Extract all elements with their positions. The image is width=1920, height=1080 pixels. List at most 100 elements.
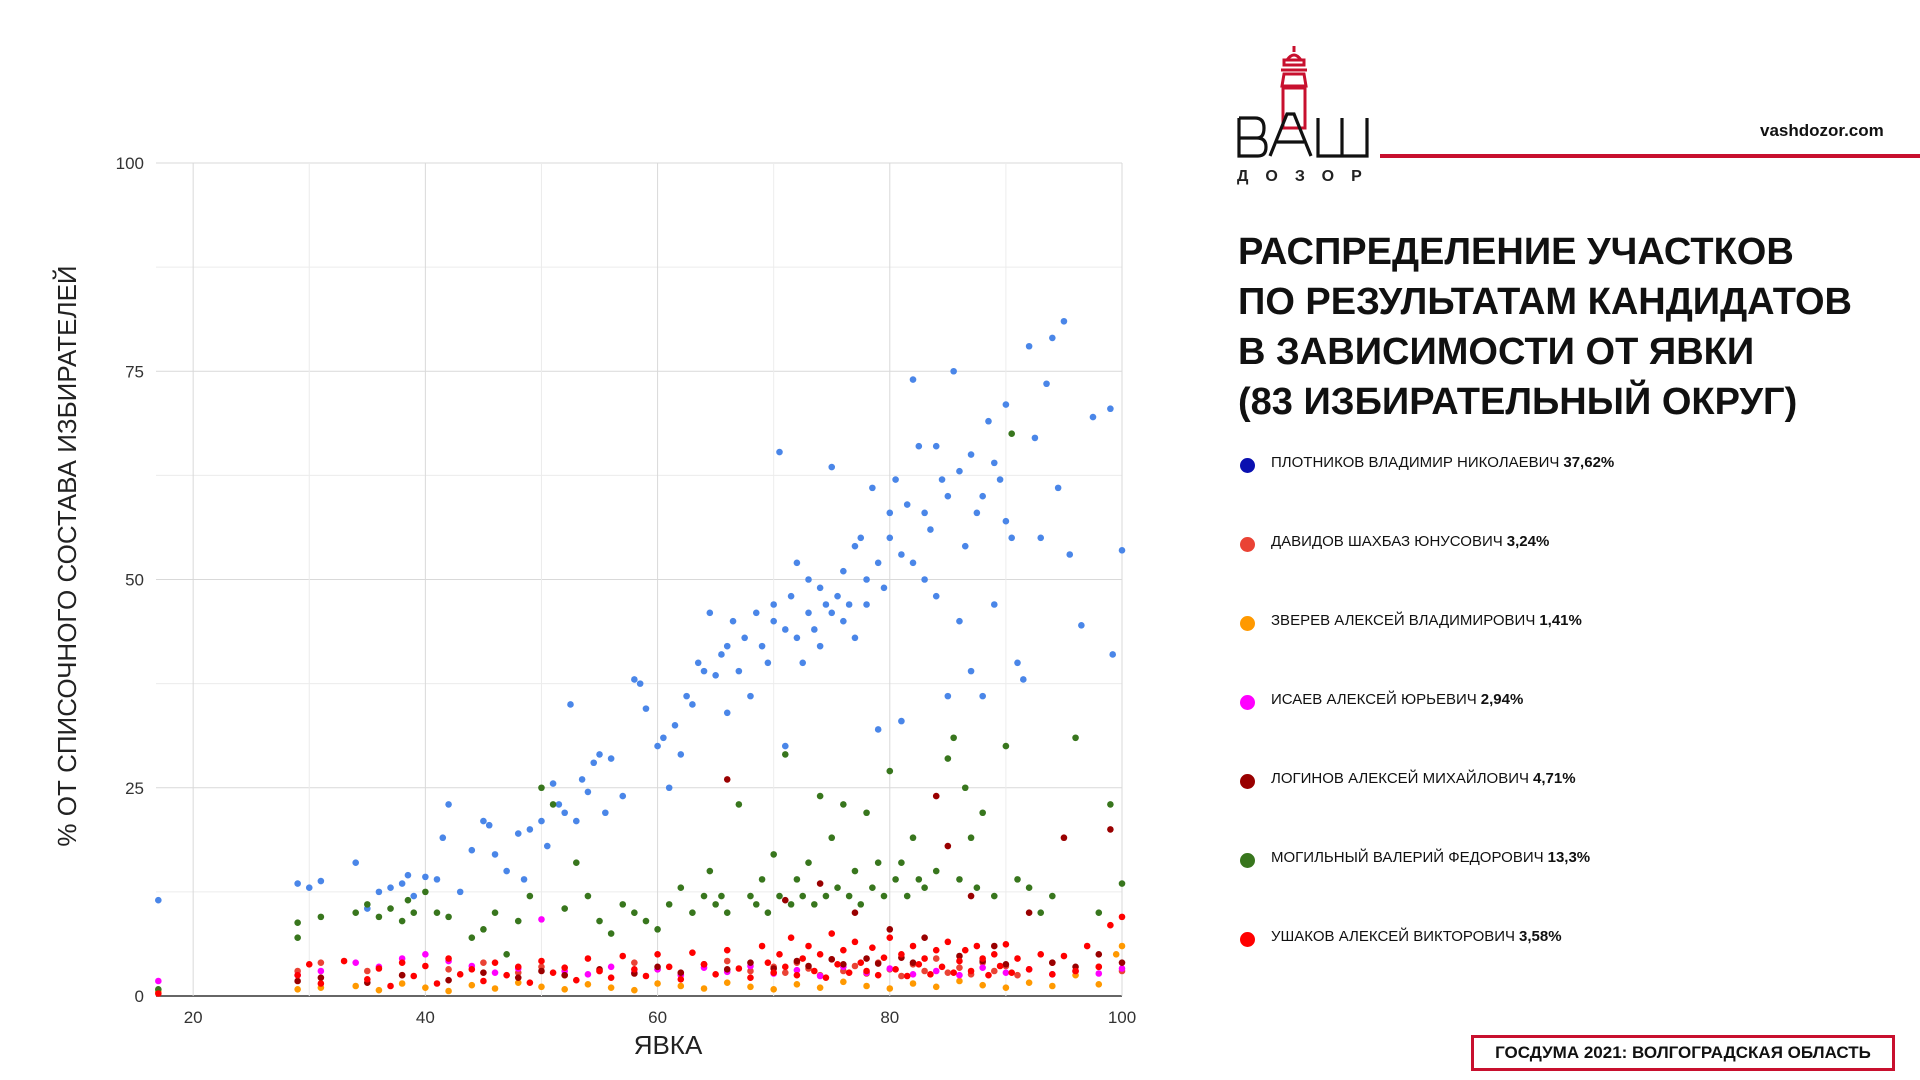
- scatter-point: [631, 676, 638, 683]
- scatter-point: [956, 957, 963, 965]
- chart-points: [155, 317, 1126, 997]
- scatter-point: [921, 967, 928, 975]
- scatter-point: [654, 963, 661, 971]
- scatter-point: [561, 905, 568, 912]
- scatter-point: [1049, 334, 1056, 342]
- scatter-point: [1112, 951, 1120, 958]
- scatter-point: [514, 830, 522, 837]
- scatter-point: [927, 971, 934, 978]
- scatter-point: [607, 930, 615, 937]
- scatter-point: [1008, 969, 1015, 976]
- scatter-point: [723, 966, 731, 973]
- y-tick-label: 0: [135, 987, 144, 1006]
- scatter-point: [996, 476, 1004, 483]
- scatter-point: [433, 980, 441, 987]
- scatter-point: [845, 892, 853, 900]
- legend-percent: 4,71%: [1533, 770, 1576, 787]
- scatter-point: [294, 934, 301, 941]
- scatter-point: [1095, 981, 1103, 988]
- scatter-point: [869, 944, 876, 951]
- scatter-point: [1037, 534, 1045, 542]
- scatter-point: [874, 726, 882, 733]
- scatter-point: [735, 965, 743, 972]
- scatter-point: [973, 884, 981, 892]
- scatter-point: [1060, 952, 1068, 960]
- scatter-point: [1025, 966, 1033, 973]
- scatter-point: [793, 971, 801, 979]
- scatter-point: [990, 459, 998, 467]
- scatter-point: [1089, 413, 1097, 421]
- scatter-point: [538, 957, 545, 965]
- scatter-point: [317, 967, 325, 975]
- scatter-point: [723, 979, 731, 986]
- scatter-point: [677, 982, 685, 990]
- scatter-point: [1118, 965, 1126, 972]
- scatter-point: [491, 985, 499, 992]
- scatter-point: [944, 938, 952, 946]
- scatter-point: [538, 784, 545, 792]
- scatter-point: [729, 617, 737, 625]
- scatter-point: [840, 801, 847, 808]
- scatter-point: [967, 892, 975, 900]
- scatter-point: [712, 671, 719, 679]
- scatter-point: [723, 642, 731, 650]
- scatter-point: [776, 448, 783, 456]
- scatter-point: [561, 964, 568, 971]
- scatter-point: [1118, 913, 1126, 921]
- legend-name: ДАВИДОВ ШАХБАЗ ЮНУСОВИЧ: [1271, 533, 1503, 550]
- scatter-point: [909, 971, 917, 978]
- scatter-point: [956, 617, 963, 625]
- legend-percent: 2,94%: [1480, 691, 1524, 708]
- scatter-point: [834, 961, 841, 968]
- scatter-point: [1037, 951, 1045, 958]
- scatter-point: [834, 592, 841, 600]
- y-tick-label: 25: [125, 779, 144, 798]
- scatter-point: [938, 476, 946, 483]
- scatter-point: [1109, 651, 1117, 658]
- scatter-point: [700, 961, 708, 968]
- scatter-point: [398, 959, 406, 966]
- scatter-point: [886, 509, 894, 517]
- site-link[interactable]: vashdozor.com: [1760, 121, 1884, 140]
- scatter-point: [956, 952, 963, 960]
- scatter-point: [1002, 742, 1010, 750]
- scatter-point: [607, 963, 615, 971]
- x-axis-title: ЯВКА: [634, 1030, 703, 1060]
- scatter-point: [793, 957, 801, 965]
- scatter-point: [375, 913, 383, 921]
- scatter-point: [1072, 734, 1079, 742]
- scatter-point: [1095, 963, 1103, 971]
- scatter-point: [932, 867, 940, 875]
- scatter-point: [816, 792, 824, 800]
- scatter-point: [921, 576, 928, 583]
- scatter-point: [898, 551, 905, 558]
- scatter-point: [723, 909, 731, 916]
- scatter-point: [514, 917, 522, 925]
- scatter-point: [840, 946, 847, 954]
- scatter-point: [387, 982, 394, 990]
- scatter-point: [642, 705, 650, 712]
- scatter-point: [874, 960, 882, 967]
- scatter-point: [863, 955, 870, 962]
- scatter-point: [631, 959, 638, 966]
- scatter-point: [712, 901, 719, 908]
- scatter-point: [689, 909, 696, 916]
- legend-dot: [1240, 695, 1255, 710]
- scatter-point: [985, 417, 992, 425]
- scatter-point: [689, 701, 696, 708]
- scatter-point: [840, 617, 847, 625]
- scatter-point: [770, 986, 777, 993]
- page-title: РАСПРЕДЕЛЕНИЕ УЧАСТКОВ ПО РЕЗУЛЬТАТАМ КА…: [1238, 227, 1898, 427]
- scatter-point: [799, 892, 807, 900]
- scatter-point: [886, 985, 894, 992]
- scatter-point: [932, 592, 940, 600]
- scatter-point: [596, 967, 603, 975]
- scatter-point: [439, 834, 447, 842]
- scatter-point: [990, 892, 998, 900]
- scatter-point: [979, 492, 986, 500]
- scatter-point: [671, 721, 679, 729]
- scatter-point: [317, 959, 325, 966]
- scatter-point: [1107, 405, 1114, 413]
- scatter-point: [422, 962, 429, 970]
- scatter-point: [880, 892, 888, 900]
